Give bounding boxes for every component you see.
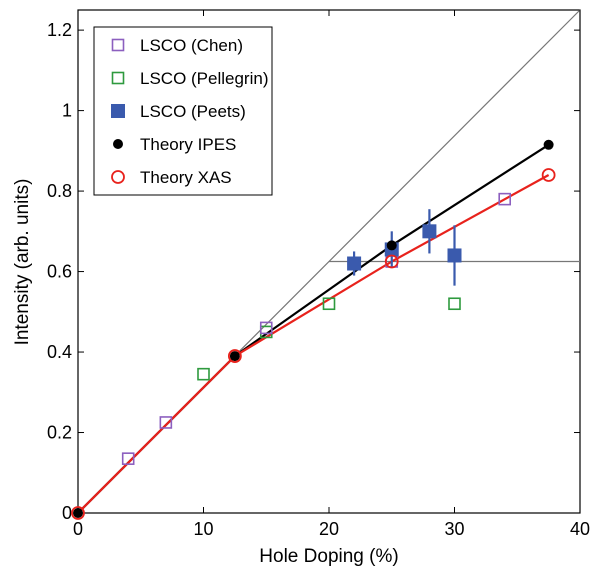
x-tick-label: 30 — [444, 519, 464, 539]
data-point — [447, 248, 462, 263]
data-point — [159, 416, 173, 429]
series-theory-ipes — [73, 139, 554, 518]
axes: 0 10 20 30 40 0 0.2 0.4 0.6 0.8 1 1.2 — [47, 10, 590, 539]
data-point — [71, 506, 85, 520]
series-theory-xas — [71, 168, 556, 520]
series-layer — [71, 139, 556, 520]
legend-marker — [111, 38, 125, 52]
series-lsco-pellegrin — [197, 297, 461, 381]
legend-marker — [111, 170, 125, 184]
legend-label: LSCO (Peets) — [140, 102, 246, 121]
x-axis-label: Hole Doping (%) — [259, 546, 398, 567]
data-point — [386, 240, 397, 251]
data-point — [259, 321, 273, 335]
data-point — [422, 224, 437, 239]
legend-marker — [111, 71, 125, 85]
x-tick-label: 10 — [193, 519, 213, 539]
y-tick-label: 0 — [62, 503, 72, 523]
y-tick-label: 0.2 — [47, 423, 72, 443]
data-point — [121, 452, 135, 465]
data-point — [347, 256, 362, 271]
y-tick-label: 1 — [62, 101, 72, 121]
legend-marker — [113, 139, 123, 149]
x-tick-label: 20 — [319, 519, 339, 539]
data-point — [541, 168, 556, 182]
x-tick-label: 40 — [570, 519, 590, 539]
legend-label: Theory XAS — [140, 168, 232, 187]
data-point — [73, 508, 83, 518]
y-tick-label: 0.6 — [47, 262, 72, 282]
legend-label: LSCO (Chen) — [140, 36, 243, 55]
series-line — [77, 174, 550, 514]
legend-label: LSCO (Pellegrin) — [140, 69, 269, 88]
data-point — [543, 139, 554, 150]
legend: LSCO (Chen) LSCO (Pellegrin) LSCO (Peets) T… — [93, 26, 273, 196]
legend-label: Theory IPES — [140, 135, 236, 154]
data-point — [448, 297, 461, 311]
data-point — [322, 297, 336, 311]
data-point — [197, 367, 210, 381]
y-axis-label: Intensity (arb. units) — [12, 179, 33, 346]
x-tick-label: 0 — [73, 519, 83, 539]
legend-marker — [111, 104, 125, 118]
data-point — [498, 192, 512, 206]
data-point — [384, 254, 399, 269]
y-tick-label: 0.8 — [47, 181, 72, 201]
y-tick-label: 1.2 — [47, 20, 72, 40]
y-tick-label: 0.4 — [47, 342, 72, 362]
data-point — [229, 351, 240, 362]
data-point — [227, 349, 242, 363]
